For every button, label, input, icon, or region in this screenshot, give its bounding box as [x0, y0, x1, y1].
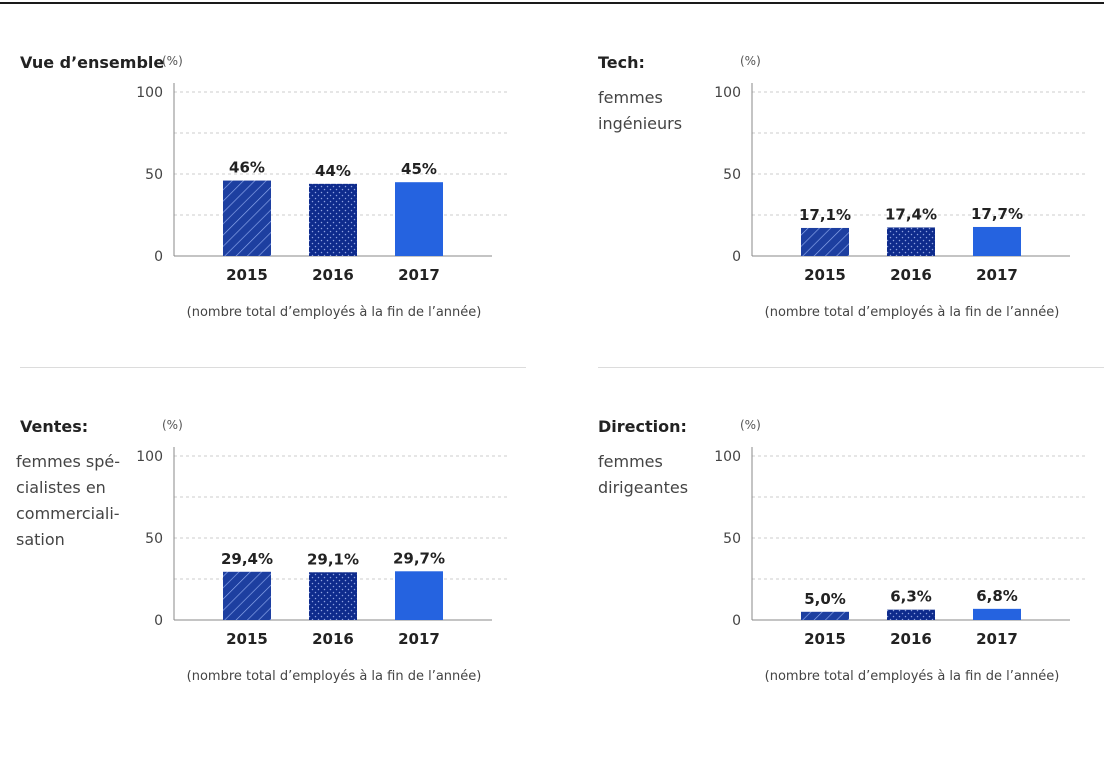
panel-subtitle: femmes spé- cialistes en commerciali- sa…: [16, 452, 121, 549]
separator-right: [598, 367, 1104, 368]
panel-title: Ventes:: [20, 417, 89, 436]
x-tick-label: 2015: [226, 630, 268, 648]
x-tick-label: 2017: [398, 630, 440, 648]
bar-chart-sales: (%) 0 50 100 29,4% 2015 29,1% 2016 29,7% 2017 (nom…: [136, 418, 508, 684]
bar-chart-tech: (%) 0 50 100 17,1% 2015 17,4% 2016 17,7% 2017 (nom…: [714, 54, 1086, 320]
bar-2015: [223, 180, 271, 256]
data-label: 5,0%: [804, 590, 846, 608]
bar-2017: [973, 226, 1021, 256]
bar-2017: [395, 182, 443, 256]
unit-label: (%): [162, 54, 183, 68]
x-tick-label: 2017: [398, 266, 440, 284]
y-tick-label: 100: [136, 449, 163, 465]
bar-2015: [223, 571, 271, 620]
unit-label: (%): [740, 418, 761, 432]
data-label: 44%: [315, 162, 351, 180]
panel-sales: Ventes: femmes spé- cialistes en commerc…: [16, 417, 546, 777]
footnote: (nombre total d’employés à la fin de l’a…: [765, 669, 1060, 684]
y-tick-label: 0: [154, 249, 163, 265]
x-tick-label: 2016: [890, 630, 932, 648]
y-tick-label: 50: [723, 531, 741, 547]
y-tick-label: 0: [732, 613, 741, 629]
bar-chart-direction: (%) 0 50 100 5,0% 2015 6,3% 2016 6,8% 2017 (nombre…: [714, 418, 1086, 684]
y-tick-label: 50: [145, 531, 163, 547]
x-tick-label: 2017: [976, 266, 1018, 284]
bar-2015: [801, 227, 849, 256]
bar-chart-overview: (%) 0 50 100 46% 2015 44% 2016 45% 2017 (nombre to…: [136, 54, 508, 320]
x-tick-label: 2016: [312, 266, 354, 284]
data-label: 17,7%: [971, 205, 1023, 223]
y-tick-label: 0: [732, 249, 741, 265]
panel-direction: Direction: femmes dirigeantes (%) 0 50 100 5…: [598, 417, 1104, 777]
panel-overview: Vue d’ensemble (%) 0 50 100 46% 2015 44% 2016 45…: [20, 53, 550, 413]
data-label: 6,8%: [976, 587, 1018, 605]
footnote: (nombre total d’employés à la fin de l’a…: [765, 305, 1060, 320]
x-tick-label: 2015: [226, 266, 268, 284]
bar-2016: [309, 572, 357, 620]
x-tick-label: 2016: [890, 266, 932, 284]
data-label: 29,4%: [221, 550, 273, 568]
unit-label: (%): [740, 54, 761, 68]
data-label: 6,3%: [890, 588, 932, 606]
panel-title: Direction:: [598, 417, 687, 436]
data-label: 29,7%: [393, 549, 445, 567]
bar-2015: [801, 611, 849, 620]
x-tick-label: 2016: [312, 630, 354, 648]
y-tick-label: 100: [714, 85, 741, 101]
panel-title: Tech:: [598, 53, 645, 72]
x-tick-label: 2015: [804, 266, 846, 284]
data-label: 17,1%: [799, 206, 851, 224]
top-rule: [0, 2, 1104, 4]
data-label: 17,4%: [885, 205, 937, 223]
footnote: (nombre total d’employés à la fin de l’a…: [187, 669, 482, 684]
y-tick-label: 50: [723, 167, 741, 183]
panel-title: Vue d’ensemble: [20, 53, 165, 72]
panel-subtitle: femmes dirigeantes: [598, 452, 689, 497]
bar-2017: [973, 608, 1021, 620]
data-label: 29,1%: [307, 550, 359, 568]
panel-tech: Tech: femmes ingénieurs (%) 0 50 100 17,1% 20…: [598, 53, 1104, 413]
bar-2016: [887, 609, 935, 620]
y-tick-label: 0: [154, 613, 163, 629]
panel-subtitle: femmes ingénieurs: [598, 88, 683, 133]
separator-left: [20, 367, 526, 368]
x-tick-label: 2015: [804, 630, 846, 648]
x-tick-label: 2017: [976, 630, 1018, 648]
y-tick-label: 100: [136, 85, 163, 101]
bar-2016: [887, 227, 935, 256]
y-tick-label: 100: [714, 449, 741, 465]
data-label: 45%: [401, 160, 437, 178]
y-tick-label: 50: [145, 167, 163, 183]
footnote: (nombre total d’employés à la fin de l’a…: [187, 305, 482, 320]
unit-label: (%): [162, 418, 183, 432]
bar-2017: [395, 571, 443, 620]
bar-2016: [309, 183, 357, 256]
data-label: 46%: [229, 159, 265, 177]
